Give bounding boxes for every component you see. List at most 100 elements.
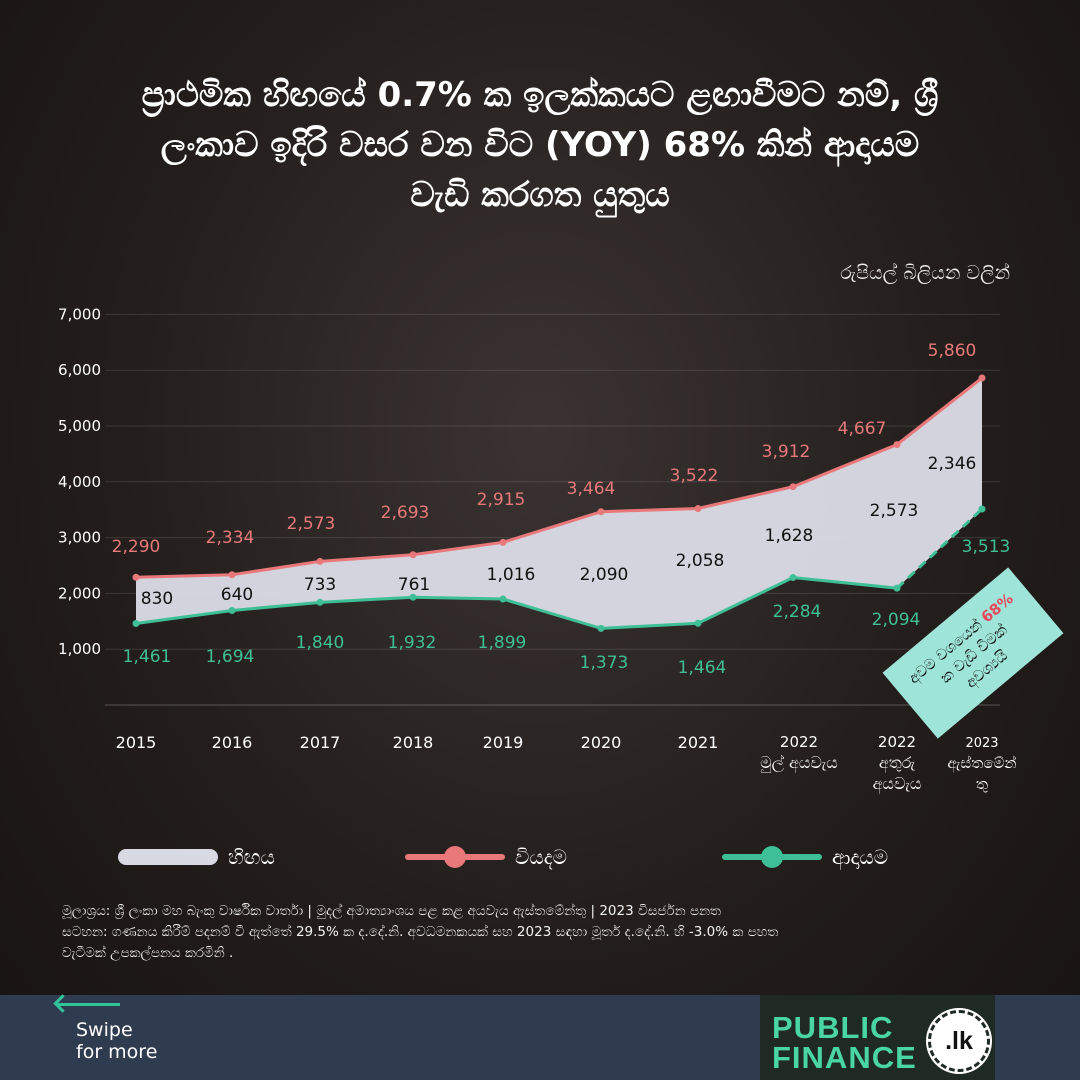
logo-line-2: FINANCE xyxy=(772,1040,917,1075)
expenditure-line xyxy=(135,376,983,579)
x-category-label: මුල් අයවැය xyxy=(760,753,838,773)
revenue-data-label: 1,461 xyxy=(123,647,172,667)
deficit-data-label: 830 xyxy=(141,589,173,609)
y-tick-label: 6,000 xyxy=(58,361,101,379)
deficit-data-label: 1,628 xyxy=(765,526,814,546)
x-category-label: අයවැය xyxy=(873,774,922,794)
revenue-data-label: 1,932 xyxy=(388,633,437,653)
expenditure-point xyxy=(978,374,986,382)
deficit-data-label: 733 xyxy=(304,575,336,595)
deficit-data-label: 640 xyxy=(221,585,253,605)
revenue-data-label: 3,513 xyxy=(962,537,1011,557)
deficit-data-label: 1,016 xyxy=(487,565,536,585)
y-tick-label: 7,000 xyxy=(58,305,101,323)
fiscal-line-chart: 7,000 6,000 5,000 4,000 3,000 2,000 1,000 2,290… xyxy=(58,305,1064,794)
expenditure-point xyxy=(499,538,507,546)
title-text-4: කින් ආදායම xyxy=(745,125,920,165)
expenditure-point xyxy=(132,573,140,581)
revenue-data-label: 1,899 xyxy=(478,633,527,653)
x-category-label: 2023 xyxy=(965,736,998,751)
x-category-label: 2019 xyxy=(483,733,524,752)
revenue-data-label: 1,840 xyxy=(296,633,345,653)
expenditure-data-label: 2,290 xyxy=(112,537,161,557)
annotation-box xyxy=(882,567,1064,739)
expenditure-point xyxy=(228,571,236,579)
title-highlight-1: 0.7% xyxy=(377,75,472,115)
y-tick-label: 3,000 xyxy=(58,529,101,547)
legend-label-expenditure: වියදම xyxy=(515,845,568,869)
source-notes: මූලාශ්‍රය: ශ්‍රී ලංකා මහ බැංකු වාර්ෂික ව… xyxy=(62,901,950,964)
y-tick-label: 4,000 xyxy=(58,473,101,491)
legend-item-expenditure: වියදම xyxy=(405,840,567,874)
x-category-label: 2022 xyxy=(780,733,818,751)
revenue-data-label: 1,373 xyxy=(580,653,629,673)
y-tick-label: 1,000 xyxy=(58,640,101,658)
legend-label-revenue: ආදායම xyxy=(832,845,889,869)
revenue-point xyxy=(789,574,797,582)
expenditure-data-label: 4,667 xyxy=(838,419,887,439)
y-tick-label: 5,000 xyxy=(58,417,101,435)
footer-bar: Swipe for more PUBLIC FINANCE .lk xyxy=(0,995,1080,1080)
x-category-label: 2015 xyxy=(116,733,157,752)
title-text-5: වැඩි කරගත යුතුය xyxy=(410,175,670,215)
revenue-point xyxy=(132,619,140,627)
arrow-left-icon[interactable] xyxy=(58,1003,120,1006)
expenditure-point xyxy=(694,504,702,512)
deficit-data-label: 2,573 xyxy=(870,501,919,521)
deficit-data-label: 2,090 xyxy=(580,565,629,585)
logo-line-1: PUBLIC xyxy=(772,1010,894,1045)
expenditure-data-label: 2,693 xyxy=(381,503,430,523)
revenue-data-label: 1,694 xyxy=(206,647,255,667)
swipe-prompt[interactable]: Swipe for more xyxy=(76,1019,157,1063)
x-category-label: 2022 xyxy=(878,733,916,751)
title-highlight-2: (YOY) 68% xyxy=(545,125,746,165)
public-finance-logo: PUBLIC FINANCE .lk xyxy=(760,995,995,1080)
note-line-1: මූලාශ්‍රය: ශ්‍රී ලංකා මහ බැංකු වාර්ෂික ව… xyxy=(62,903,722,919)
expenditure-point xyxy=(597,508,605,516)
x-category-label: 2018 xyxy=(393,733,434,752)
y-tick-label: 2,000 xyxy=(58,584,101,602)
logo-text: PUBLIC FINANCE xyxy=(772,1010,917,1075)
title-text-2: ක ඉලක්කයට ළඟාවීමට නම්, ශ්‍රී xyxy=(471,75,939,115)
expenditure-data-label: 2,915 xyxy=(477,490,526,510)
revenue-point xyxy=(409,593,417,601)
page-title: ප්‍රාථමික හිඟයේ 0.7% ක ඉලක්කයට ළඟාවීමට න… xyxy=(40,70,1040,220)
x-category-label: අතුරු xyxy=(879,753,916,773)
expenditure-data-label: 3,912 xyxy=(762,442,811,462)
x-category-label: 2021 xyxy=(678,733,719,752)
deficit-area xyxy=(136,378,982,629)
legend-label-deficit: හිඟය xyxy=(228,845,275,869)
revenue-point xyxy=(597,624,605,632)
title-text-1: ප්‍රාථමික හිඟයේ xyxy=(141,75,378,115)
expenditure-point xyxy=(316,557,324,565)
expenditure-point xyxy=(893,441,901,449)
legend-swatch-deficit xyxy=(118,849,218,865)
logo-badge-icon: .lk xyxy=(928,1010,990,1072)
annotation-callout: අවම වශයෙන් 68%ක වැඩි වීමක්අවශ්‍යයි xyxy=(882,567,1064,739)
deficit-data-label: 2,058 xyxy=(676,551,725,571)
x-category-label: තු xyxy=(976,775,988,793)
legend-swatch-expenditure xyxy=(405,846,505,868)
title-text-3: ලංකාව ඉදිරි වසර වන විට xyxy=(160,125,546,165)
note-line-2: සටහන: ගණනය කිරීම් පදනම් වී ඇත්තේ 29.5% ක… xyxy=(62,924,779,940)
expenditure-data-label: 2,334 xyxy=(206,528,255,548)
expenditure-data-label: 5,860 xyxy=(928,341,977,361)
expenditure-data-label: 2,573 xyxy=(287,514,336,534)
unit-label: රුපියල් බිලියන වලින් xyxy=(840,262,1010,284)
revenue-point xyxy=(893,584,901,592)
expenditure-point xyxy=(789,483,797,491)
revenue-data-label: 2,284 xyxy=(773,602,822,622)
legend-swatch-revenue xyxy=(722,846,822,868)
swipe-line-1: Swipe xyxy=(76,1019,133,1041)
deficit-data-label: 2,346 xyxy=(928,454,977,474)
revenue-data-label: 2,094 xyxy=(872,610,921,630)
x-category-label: 2017 xyxy=(300,733,341,752)
x-category-label: ඇස්තමේන් xyxy=(947,754,1016,773)
expenditure-point xyxy=(409,551,417,559)
expenditure-data-label: 3,464 xyxy=(567,479,616,499)
revenue-data-label: 1,464 xyxy=(678,658,727,678)
revenue-point xyxy=(978,505,986,513)
revenue-point xyxy=(499,595,507,603)
swipe-line-2: for more xyxy=(76,1041,158,1063)
revenue-point xyxy=(316,598,324,606)
